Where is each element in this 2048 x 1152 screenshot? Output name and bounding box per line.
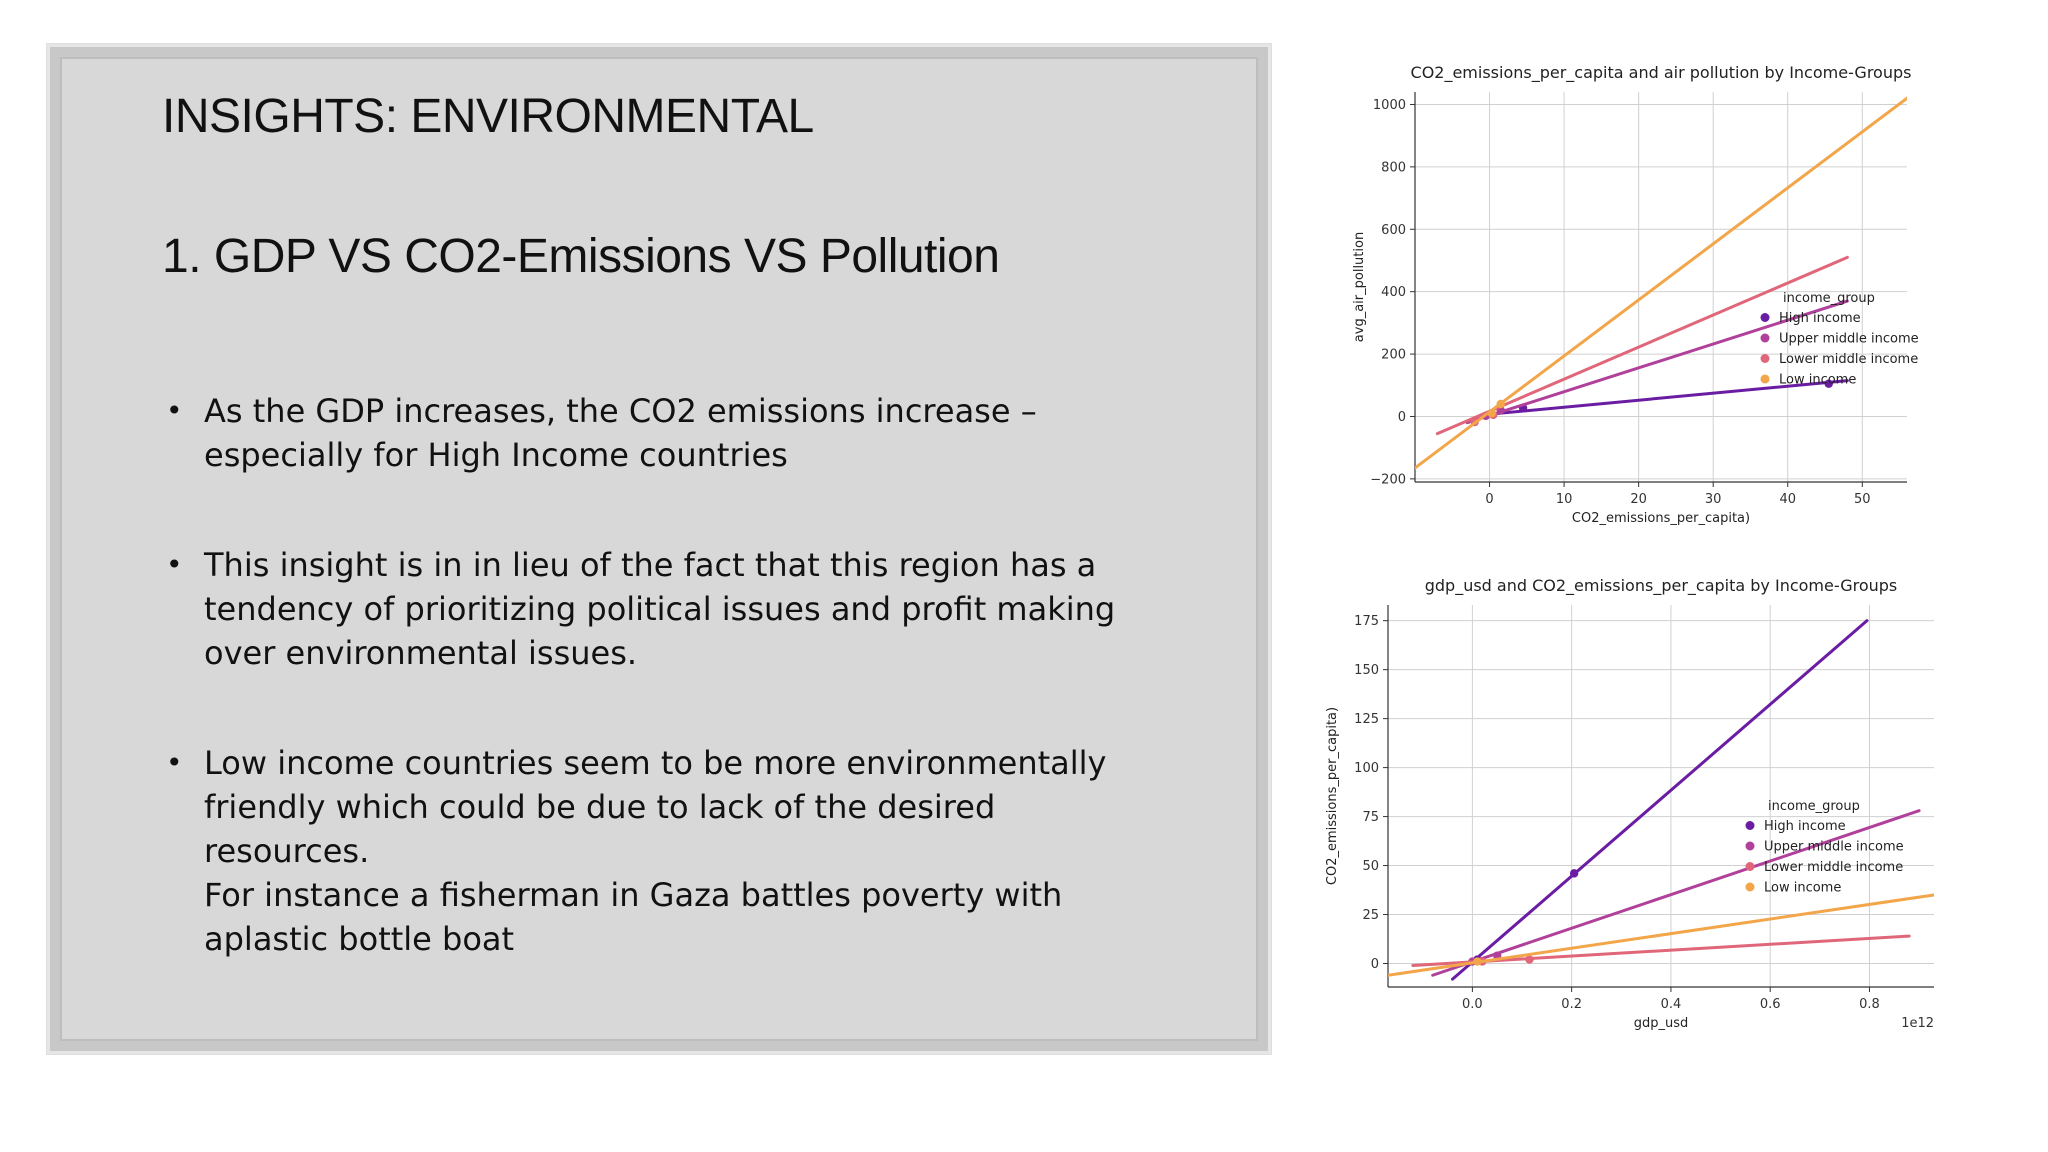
gdp-vs-co2-chart: gdp_usd and CO2_emissions_per_capita by …: [1325, 576, 1934, 1031]
data-point-low-income: [1473, 957, 1482, 966]
fit-line-upper-middle-income: [1465, 299, 1849, 425]
y-tick-label: 125: [1354, 712, 1379, 727]
chart-title: CO2_emissions_per_capita and air polluti…: [1411, 63, 1912, 83]
x-tick-label: 10: [1556, 492, 1573, 507]
data-point-high-income: [1569, 869, 1579, 878]
legend-marker: [1745, 841, 1755, 851]
slide-content-area: INSIGHTS: ENVIRONMENTAL 1. GDP VS CO2-Em…: [60, 57, 1258, 1041]
co2-vs-air-pollution-chart: CO2_emissions_per_capita and air polluti…: [1352, 63, 1919, 526]
legend-marker: [1745, 862, 1755, 871]
x-tick-label: 50: [1854, 492, 1871, 507]
x-scale-label: 1e12: [1901, 1016, 1934, 1031]
y-tick-label: 25: [1362, 908, 1379, 923]
y-axis-label: CO2_emissions_per_capita): [1325, 707, 1340, 885]
bullet-text: This insight is in in lieu of the fact t…: [204, 546, 1116, 672]
bullet-dot-icon: •: [166, 548, 183, 581]
y-tick-label: 175: [1354, 614, 1379, 629]
x-axis-label: gdp_usd: [1634, 1016, 1689, 1031]
y-tick-label: 0: [1398, 410, 1406, 425]
bullet-dot-icon: •: [166, 746, 183, 779]
x-tick-label: 30: [1705, 492, 1722, 507]
y-tick-label: 400: [1381, 285, 1406, 300]
data-point-low-income: [1496, 399, 1505, 409]
fit-line-high-income: [1480, 379, 1849, 417]
x-tick-label: 20: [1630, 492, 1647, 507]
slide-subtitle: 1. GDP VS CO2-Emissions VS Pollution: [162, 230, 1000, 283]
x-tick-label: 40: [1779, 492, 1796, 507]
legend-marker: [1760, 354, 1770, 363]
legend-title: income_group: [1783, 291, 1875, 306]
legend-entry: Upper middle income: [1779, 332, 1919, 347]
y-tick-label: 1000: [1373, 98, 1406, 113]
bullet-dot-icon: •: [166, 394, 183, 427]
legend-marker: [1745, 821, 1755, 830]
legend-marker: [1760, 313, 1770, 322]
legend-marker: [1745, 882, 1755, 892]
legend-entry: Upper middle income: [1764, 840, 1904, 855]
bullet-item: • This insight is in in lieu of the fact …: [162, 543, 1202, 675]
bullet-text: As the GDP increases, the CO2 emissions …: [204, 392, 1037, 474]
y-tick-label: 600: [1381, 223, 1406, 238]
slide-panel: INSIGHTS: ENVIRONMENTAL 1. GDP VS CO2-Em…: [47, 44, 1271, 1054]
x-tick-label: 0.6: [1760, 997, 1781, 1012]
data-point-high-income: [1824, 379, 1833, 388]
fit-line-low-income: [1415, 96, 1907, 470]
x-axis-label: CO2_emissions_per_capita): [1572, 511, 1750, 526]
data-point-lower-middle-income: [1525, 955, 1534, 964]
legend-entry: Lower middle income: [1779, 352, 1918, 367]
y-tick-label: 0: [1371, 957, 1379, 972]
legend-entry: High income: [1779, 311, 1861, 326]
y-tick-label: 75: [1362, 810, 1379, 825]
x-tick-label: 0.2: [1561, 997, 1582, 1012]
legend-title: income_group: [1768, 799, 1860, 814]
x-tick-label: 0.4: [1661, 997, 1682, 1012]
x-tick-label: 0.8: [1859, 997, 1880, 1012]
chart-title: gdp_usd and CO2_emissions_per_capita by …: [1425, 576, 1898, 596]
bullet-list: • As the GDP increases, the CO2 emissions…: [162, 389, 1202, 1027]
x-tick-label: 0.0: [1462, 997, 1483, 1012]
y-tick-label: 150: [1354, 663, 1379, 678]
y-axis-label: avg_air_pollution: [1352, 232, 1367, 342]
data-point-low-income: [1487, 409, 1496, 418]
y-tick-label: 50: [1362, 859, 1379, 874]
legend-marker: [1760, 374, 1770, 384]
y-tick-label: −200: [1370, 472, 1406, 487]
y-tick-label: 100: [1354, 761, 1379, 776]
legend-entry: Lower middle income: [1764, 860, 1903, 875]
legend-marker: [1760, 333, 1770, 343]
fit-line-high-income: [1451, 619, 1869, 981]
fit-line-upper-middle-income: [1431, 809, 1921, 977]
y-tick-label: 200: [1381, 348, 1406, 363]
y-tick-label: 800: [1381, 160, 1406, 175]
bullet-item: • As the GDP increases, the CO2 emissions…: [162, 389, 1202, 477]
legend-entry: Low income: [1764, 881, 1841, 896]
x-tick-label: 0: [1485, 492, 1493, 507]
legend-entry: Low income: [1779, 373, 1856, 388]
slide-title: INSIGHTS: ENVIRONMENTAL: [162, 90, 814, 143]
fit-line-lower-middle-income: [1435, 255, 1849, 436]
legend-entry: High income: [1764, 819, 1846, 834]
bullet-text: Low income countries seem to be more env…: [204, 744, 1107, 958]
bullet-item: • Low income countries seem to be more en…: [162, 741, 1202, 961]
